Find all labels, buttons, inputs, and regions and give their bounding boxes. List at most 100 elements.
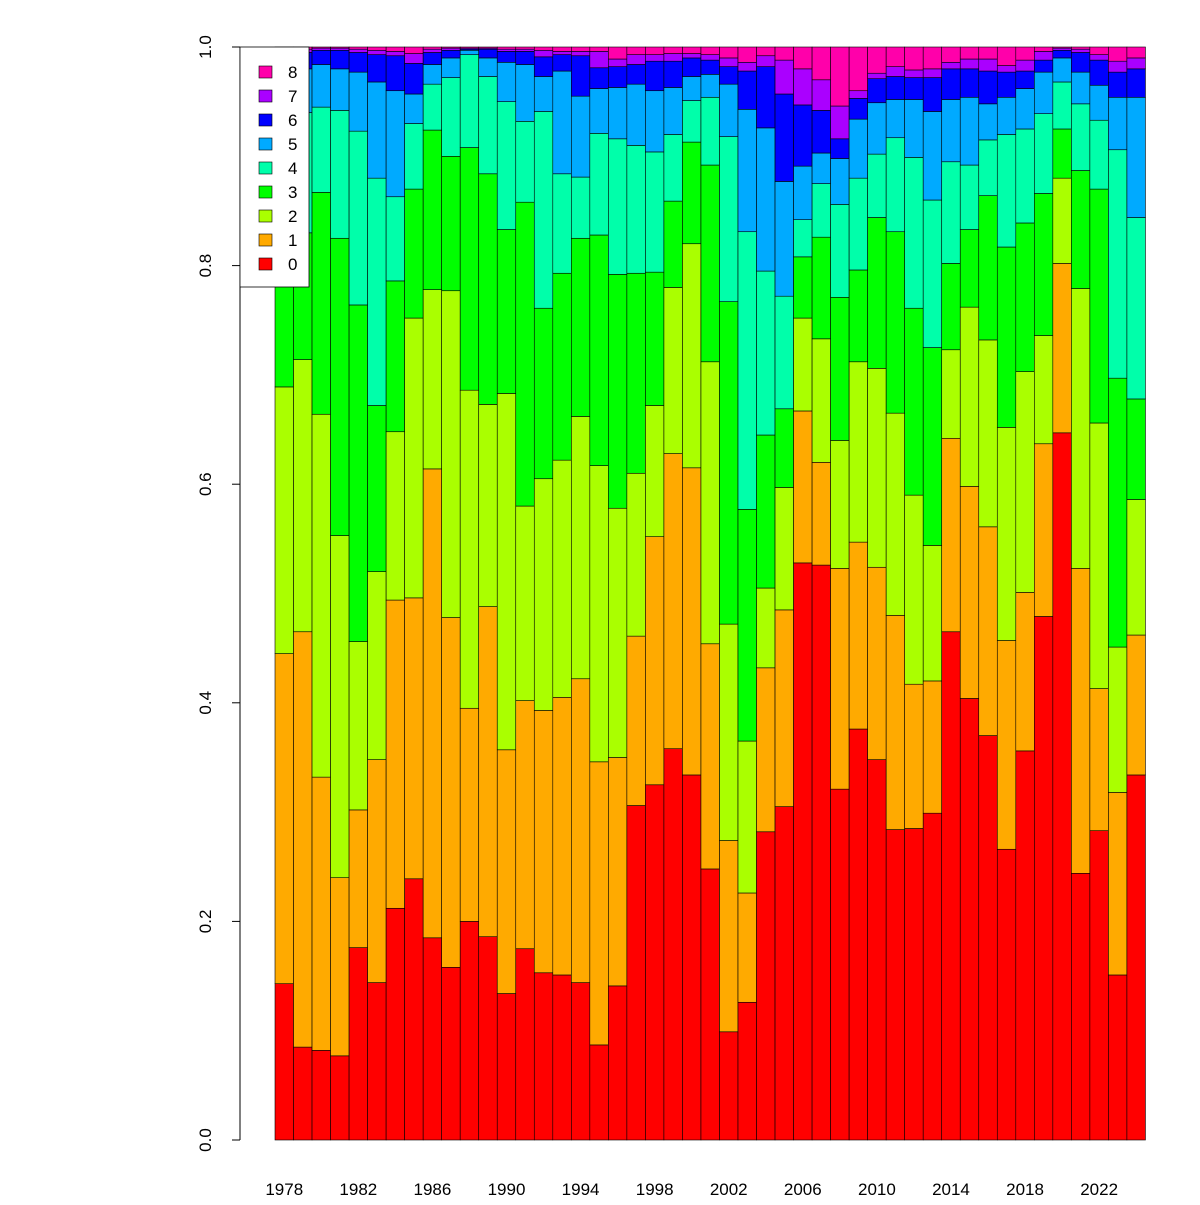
bar-segment	[904, 828, 924, 1141]
bar-segment	[515, 505, 535, 701]
bar-segment	[904, 683, 924, 829]
bar-segment	[533, 307, 554, 480]
x-tick-label: 1982	[339, 1180, 377, 1199]
bar-segment	[626, 145, 646, 274]
legend-label: 2	[288, 207, 297, 226]
bar-segment	[959, 68, 980, 98]
bar-segment	[626, 83, 646, 146]
bar-segment	[571, 55, 591, 97]
bar-segment	[1015, 222, 1035, 372]
bar-segment	[996, 427, 1017, 641]
bar-segment	[793, 165, 813, 220]
bar-segment	[682, 141, 702, 245]
bar-segment	[1089, 54, 1109, 61]
bar-segment	[1089, 688, 1109, 831]
bar-segment	[645, 46, 665, 55]
bar-segment	[737, 509, 757, 742]
bar-segment	[922, 77, 943, 112]
bar-segment	[996, 46, 1017, 66]
bar-segment	[885, 76, 905, 100]
bar-segment	[348, 304, 368, 642]
bar-segment	[830, 568, 850, 790]
bar-segment	[1089, 59, 1109, 86]
bar-segment	[904, 494, 924, 685]
bar-segment	[1015, 88, 1035, 130]
x-tick-label: 2010	[858, 1180, 896, 1199]
bar-segment	[811, 564, 831, 1141]
bar-segment	[737, 70, 757, 110]
bar-segment	[533, 478, 554, 711]
bar-segment	[552, 459, 572, 698]
bar-segment	[1126, 96, 1146, 218]
bar-segment	[867, 368, 887, 568]
bar-segment	[478, 173, 498, 405]
bar-segment	[904, 69, 924, 78]
bar-segment	[941, 99, 961, 163]
bar-segment	[682, 46, 702, 54]
bar-segment	[1108, 377, 1128, 648]
bar-segment	[830, 296, 850, 441]
y-tick-label: 0.4	[196, 691, 215, 715]
bar-segment	[885, 99, 905, 139]
bar-segment	[608, 507, 628, 758]
bar-segment	[959, 96, 980, 166]
bar-segment	[589, 133, 609, 236]
bar-segment	[496, 46, 517, 50]
bar-segment	[793, 317, 813, 412]
bar-segment	[719, 136, 739, 302]
bar-segment	[441, 77, 461, 157]
bar-segment	[978, 103, 998, 141]
bar-segment	[996, 134, 1017, 248]
legend-label: 6	[288, 111, 297, 130]
bar-segment	[719, 840, 739, 1033]
bar-segment	[1126, 774, 1146, 1141]
bar-segment	[645, 60, 665, 92]
bar-segment	[1071, 288, 1091, 569]
bar-segment	[367, 54, 387, 83]
bar-segment	[348, 71, 368, 132]
bar-segment	[385, 90, 405, 198]
bar-segment	[941, 62, 961, 70]
x-tick-label: 2022	[1080, 1180, 1118, 1199]
bar-segment	[552, 697, 572, 976]
bar-segment	[830, 440, 850, 569]
bar-segment	[756, 46, 776, 57]
bar-segment	[478, 936, 498, 1141]
bar-segment	[404, 317, 424, 599]
bar-segment	[996, 65, 1017, 73]
bar-segment	[793, 104, 813, 167]
bar-segment	[848, 361, 868, 543]
bar-segment	[626, 272, 646, 474]
bar-segment	[682, 100, 702, 143]
bar-segment	[645, 271, 665, 406]
x-tick-label: 2006	[784, 1180, 822, 1199]
bar-segment	[663, 748, 683, 1141]
bar-segment	[922, 680, 943, 814]
bar-segment	[533, 710, 554, 974]
bar-segment	[533, 111, 554, 309]
bar-segment	[737, 231, 757, 510]
bar-segment	[663, 87, 683, 135]
bar-segment	[459, 389, 480, 709]
bar-segment	[645, 405, 665, 537]
bar-segment	[830, 788, 850, 1141]
bar-segment	[996, 71, 1017, 98]
bar-segment	[385, 55, 405, 92]
bar-segment	[422, 129, 442, 290]
bar-segment	[645, 90, 665, 153]
bar-segment	[1089, 46, 1109, 55]
bar-segment	[459, 707, 480, 922]
legend-label: 7	[288, 87, 297, 106]
bar-segment	[811, 152, 831, 184]
bar-segment	[737, 109, 757, 233]
bar-segment	[719, 623, 739, 841]
bar-segment	[774, 487, 794, 611]
bar-segment	[1071, 103, 1091, 171]
legend-label: 8	[288, 63, 297, 82]
bar-segment	[478, 57, 498, 77]
bar-segment	[1126, 46, 1146, 59]
bar-segment	[552, 173, 572, 274]
bar-segment	[885, 412, 905, 616]
bar-segment	[700, 74, 720, 98]
